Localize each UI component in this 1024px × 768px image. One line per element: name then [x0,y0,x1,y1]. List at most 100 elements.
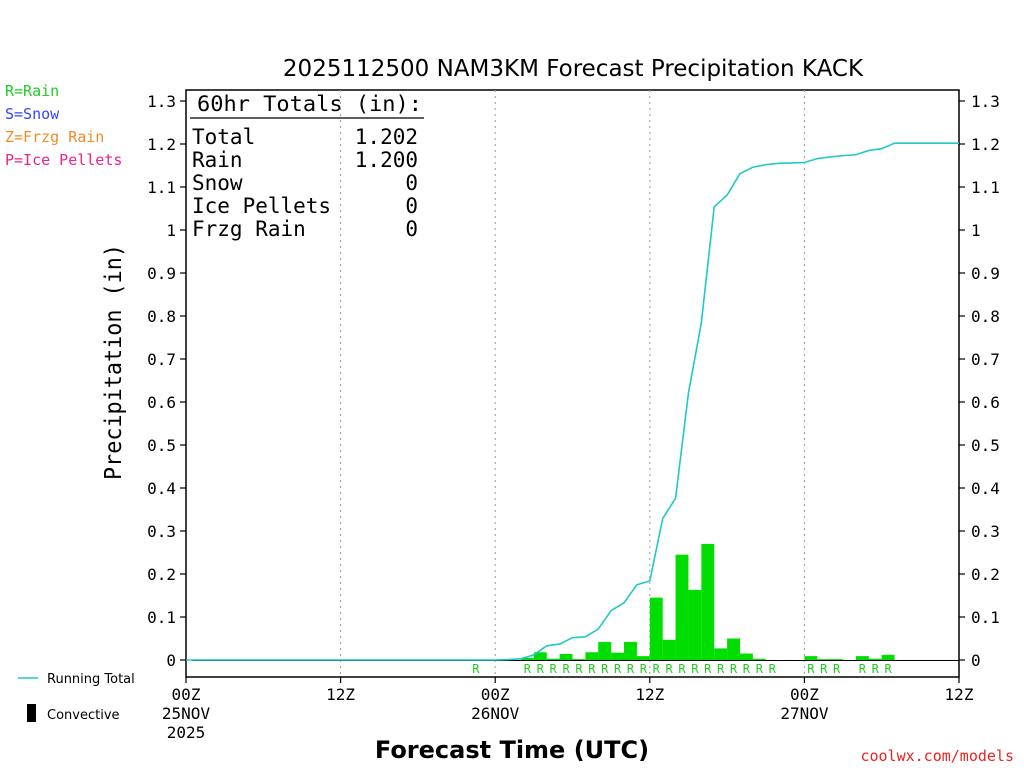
x-tick-year: 2025 [167,723,206,742]
ptype-marker: R [550,662,558,676]
ptype-marker: R [859,662,867,676]
precip-bar [714,648,728,660]
ptype-marker: R [743,662,751,676]
totals-box: 60hr Totals (in): Total 1.202 Rain 1.200 Sno… [190,92,424,241]
x-tick-label: 00Z [481,685,510,704]
totals-label: Snow [192,171,243,195]
precip-bars [520,543,895,661]
precip-bar [817,659,831,661]
y-tick-label-right: 1.1 [971,178,1000,197]
credit-text: coolwx.com/models [860,747,1014,765]
ptype-marker: R [627,662,635,676]
ptype-marker: R [833,662,841,676]
y-tick-label-right: 1 [971,221,981,240]
precip-bar [662,639,676,660]
y-tick-label-right: 0.5 [971,436,1000,455]
y-tick-label: 0.7 [147,350,176,369]
totals-value: 0 [405,217,418,241]
precip-bar [881,654,895,660]
y-tick-label: 0.6 [147,393,176,412]
totals-value: 1.200 [355,148,418,172]
series-legend: Running Total Convective [18,672,135,723]
y-tick-label: 0.3 [147,522,176,541]
ptype-legend-item: Z=Frzg Rain [5,128,104,146]
ptype-marker: R [524,662,532,676]
ptype-marker: R [807,662,815,676]
ptype-marker: R [704,662,712,676]
y-tick-label: 0.9 [147,264,176,283]
totals-value: 0 [405,171,418,195]
x-tick-date: 26NOV [471,704,520,723]
precip-bar [804,656,818,660]
y-tick-label: 0.1 [147,608,176,627]
precip-bar [855,656,869,660]
precip-bar [533,652,547,660]
precip-bar [546,658,560,660]
x-tick-date: 27NOV [780,704,829,723]
ptype-marker: R [601,662,609,676]
y-tick-label-right: 0.6 [971,393,1000,412]
precip-bar [572,659,586,661]
ptype-marker: R [769,662,777,676]
ptype-marker: R [614,662,622,676]
x-tick-label: 12Z [945,685,974,704]
precip-bar [675,554,689,660]
y-tick-label-right: 0.4 [971,479,1000,498]
running-total-polyline [186,142,959,661]
ptype-marker: R [666,662,674,676]
precip-bar [598,641,612,660]
plot-frame [185,89,960,678]
ptype-marker: R [756,662,764,676]
precip-bar [727,638,740,660]
y-tick-label-right: 0 [971,651,981,670]
y-tick-label-right: 1.3 [971,92,1000,111]
x-tick-label: 12Z [635,685,664,704]
y-tick-label-right: 0.8 [971,307,1000,326]
y-tick-label-right: 1.2 [971,135,1000,154]
x-tick-label: 12Z [326,685,355,704]
precip-bar [739,653,753,660]
ptype-marker: R [640,662,648,676]
precip-bar [585,652,599,660]
precip-bar [520,657,534,660]
x-tick-date: 25NOV [162,704,211,723]
y-axis-ticks: 0 00.1 0.10.2 0.20.3 0.30.4 0.40.5 0.50.6 0.60.… [147,92,1000,670]
y-tick-label: 0.4 [147,479,176,498]
y-tick-label: 0.8 [147,307,176,326]
precip-bar [701,543,715,660]
ptype-marker: R [717,662,725,676]
ptype-marker: R [472,662,480,676]
precip-bar [830,659,844,661]
y-tick-label-right: 0.3 [971,522,1000,541]
x-axis-label: Forecast Time (UTC) [375,736,649,764]
ptype-legend-item: R=Rain [5,82,59,100]
y-axis-label: Precipitation (in) [101,244,127,480]
precip-bar [559,653,573,660]
ptype-marker: R [872,662,880,676]
y-tick-label-right: 0.2 [971,565,1000,584]
ptype-marker: R [885,662,893,676]
y-tick-label: 1.3 [147,92,176,111]
x-tick-label: 00Z [790,685,819,704]
totals-label: Ice Pellets [192,194,331,218]
chart-title: 2025112500 NAM3KM Forecast Precipitation… [283,56,864,82]
ptype-legend-item: S=Snow [5,105,60,123]
y-tick-label-right: 0.9 [971,264,1000,283]
precip-bar [868,658,882,660]
ptype-marker: R [575,662,583,676]
y-tick-label: 1 [166,221,176,240]
convective-legend-swatch [27,704,36,722]
ptype-marker: R [588,662,596,676]
totals-label: Rain [192,148,243,172]
convective-legend-label: Convective [47,708,120,723]
precip-bar [636,656,650,660]
ptype-marker: R [678,662,686,676]
y-tick-label: 0.2 [147,565,176,584]
precip-bar [752,658,766,660]
y-tick-label-right: 0.7 [971,350,1000,369]
y-tick-label: 1.2 [147,135,176,154]
ptype-marker: R [537,662,545,676]
precip-bar [611,652,625,660]
